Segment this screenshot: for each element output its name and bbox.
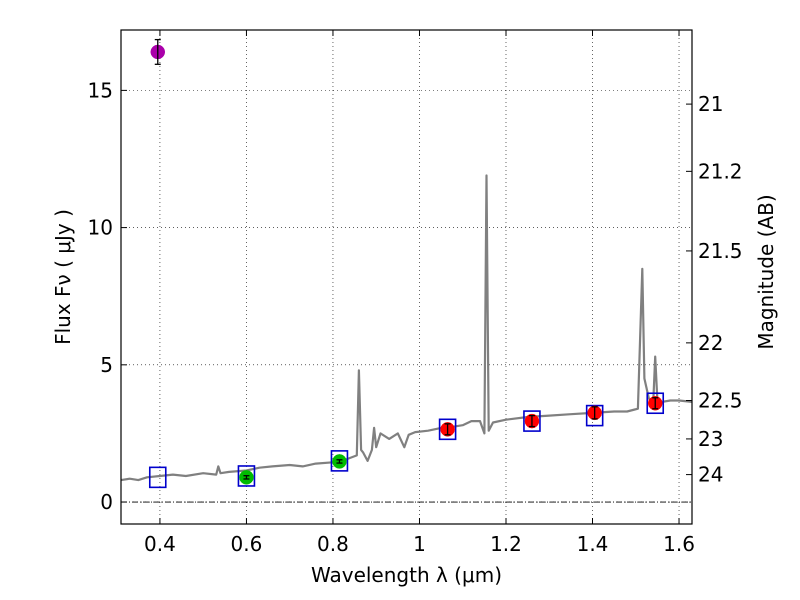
x-tick-label: 1.4 [577, 532, 609, 556]
spectrum-line [120, 174, 693, 482]
x-axis-label: Wavelength λ (μm) [311, 563, 502, 587]
plot-frame [120, 29, 693, 525]
right-tick-label: 24 [698, 463, 723, 487]
right-tick-label: 21.5 [698, 239, 743, 263]
data-series [120, 38, 693, 489]
y-tick-label: 5 [100, 353, 113, 377]
x-tick-label: 0.4 [144, 532, 176, 556]
right-tick-label: 22.5 [698, 389, 743, 413]
y-tick-label: 15 [88, 78, 113, 102]
model-square-marker [523, 410, 541, 432]
x-tick-label: 0.8 [317, 532, 349, 556]
right-axis-label: Magnitude (AB) [754, 194, 778, 349]
x-tick-label: 1.2 [490, 532, 522, 556]
x-tick-label: 0.6 [231, 532, 263, 556]
model-square-marker [646, 392, 665, 415]
model-square-marker [438, 418, 457, 441]
right-tick-label: 21.2 [698, 159, 743, 183]
y-tick-label: 10 [88, 216, 113, 240]
axis-ticks: 0.4 0.6 0.8 1 1.2 1.4 1.6 0 5 10 15 21 21.2 21.5 22 22.… [88, 30, 743, 556]
model-square-marker [237, 465, 256, 487]
right-tick-label: 22 [698, 331, 723, 355]
x-tick-label: 1.6 [663, 532, 695, 556]
grid [121, 30, 692, 524]
model-square-marker [330, 450, 349, 472]
right-tick-label: 23 [698, 427, 723, 451]
y-tick-label: 0 [100, 490, 113, 514]
x-tick-label: 1 [413, 532, 426, 556]
right-tick-label: 21 [698, 92, 723, 116]
model-square-marker [585, 404, 604, 427]
y-axis-label: Flux Fν ( μJy ) [51, 209, 75, 345]
model-square-marker [148, 466, 167, 489]
